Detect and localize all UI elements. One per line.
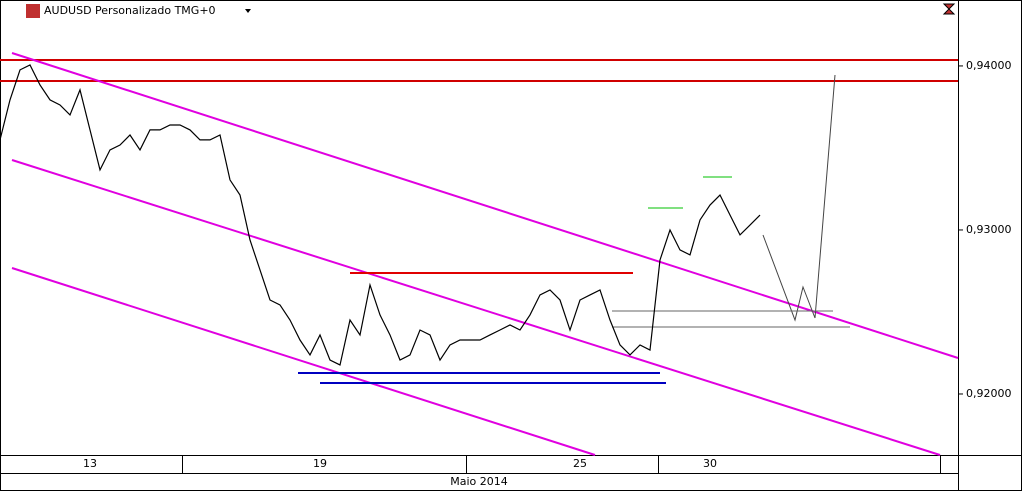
dropdown-arrow[interactable] xyxy=(245,9,251,13)
x-tick-label: 19 xyxy=(313,457,327,470)
y-tick-label: 0,93000 xyxy=(966,223,1012,236)
y-tick-label: 0,92000 xyxy=(966,387,1012,400)
y-tick-label: 0,94000 xyxy=(966,59,1012,72)
x-tick-label: 30 xyxy=(703,457,717,470)
annotations xyxy=(0,52,959,456)
x-tick-label: 13 xyxy=(83,457,97,470)
close-icon[interactable] xyxy=(942,3,956,15)
price-line xyxy=(0,64,761,366)
day-separators xyxy=(182,455,941,473)
x-tick-label: 25 xyxy=(573,457,587,470)
chart-title[interactable]: AUDUSD Personalizado TMG+0 xyxy=(44,4,216,17)
x-axis-label: Maio 2014 xyxy=(450,475,508,488)
symbol-icon xyxy=(26,4,40,18)
